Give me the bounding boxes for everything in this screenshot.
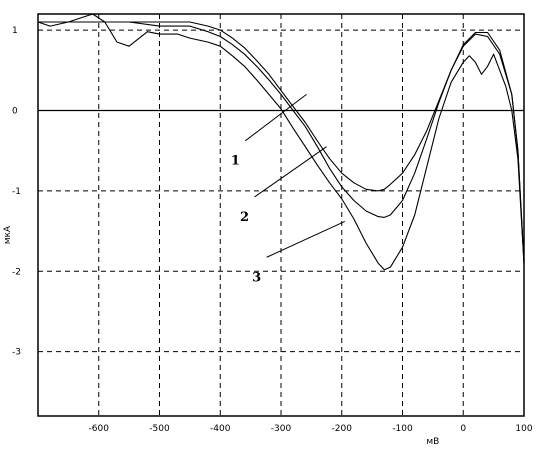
series-line-1: [38, 21, 525, 264]
annotation-label-2: 2: [240, 210, 249, 225]
annotations-group: 1 2 3: [231, 94, 345, 285]
annotation-leader-2: [254, 146, 327, 198]
annotation-leader-3: [266, 220, 345, 258]
x-tick-label-3: -300: [271, 424, 292, 434]
annotation-leader-1: [245, 94, 307, 142]
series-line-3: [37, 13, 525, 271]
x-tick-label-1: -500: [149, 424, 170, 434]
x-tick-label-4: -200: [332, 424, 353, 434]
x-axis-label: мВ: [426, 437, 439, 447]
x-tick-label-6: 0: [460, 424, 466, 434]
y-axis-label: мкА: [3, 225, 13, 244]
series-line-2: [38, 21, 525, 264]
plot-frame: [37, 13, 525, 417]
grid: [38, 14, 525, 416]
y-tick-label-1: 0: [12, 106, 18, 116]
x-tick-label-0: -600: [89, 424, 110, 434]
y-tick-label-4: -3: [12, 348, 21, 358]
annotation-label-1: 1: [231, 154, 240, 169]
y-tick-label-3: -2: [12, 267, 21, 277]
x-tick-label-7: 100: [515, 424, 532, 434]
y-tick-label-0: 1: [12, 26, 18, 36]
y-tick-labels: 1 0 -1 -2 -3: [12, 26, 21, 358]
x-tick-label-5: -100: [392, 424, 413, 434]
x-tick-labels: -600 -500 -400 -300 -200 -100 0 100: [89, 424, 533, 434]
y-tick-label-2: -1: [12, 187, 21, 197]
x-tick-label-2: -400: [210, 424, 231, 434]
series-group: [37, 13, 525, 271]
annotation-label-3: 3: [252, 270, 261, 285]
